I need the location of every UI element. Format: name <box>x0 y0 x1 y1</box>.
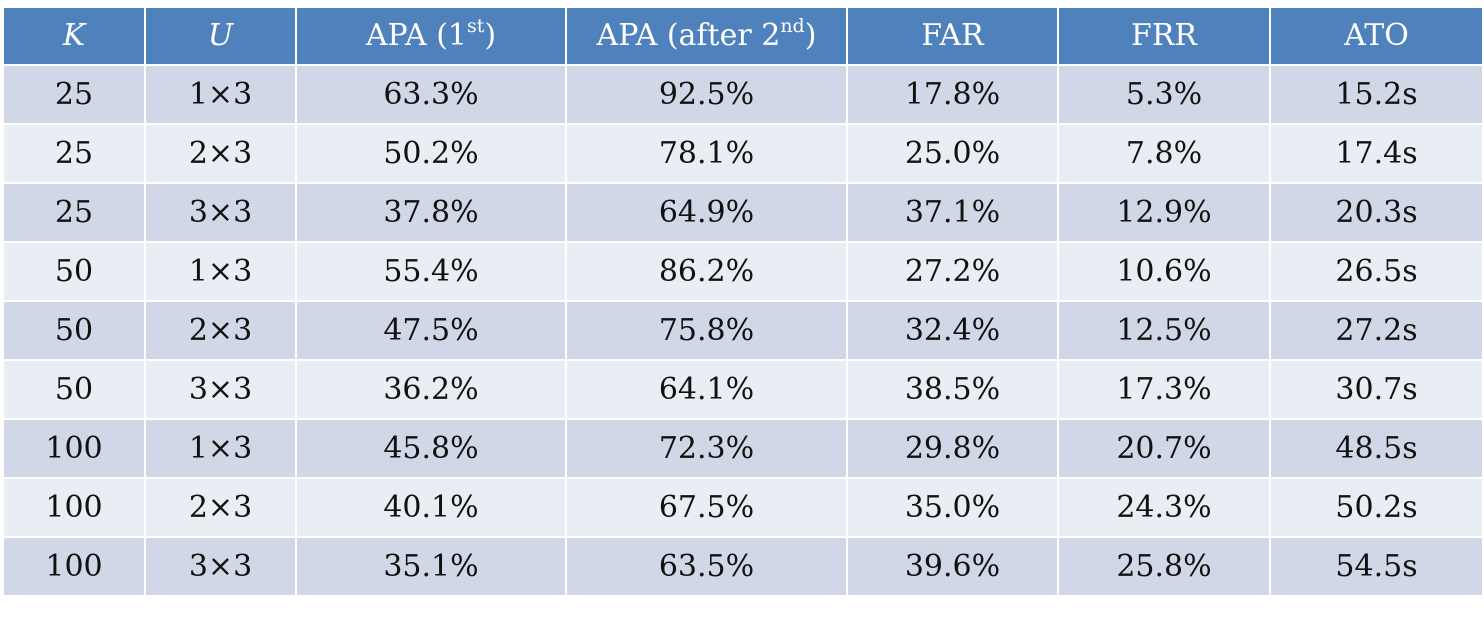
table-row: 50 2×3 47.5% 75.8% 32.4% 12.5% 27.2s <box>2 300 1484 361</box>
cell-u: 3×3 <box>144 536 297 597</box>
cell-k: 100 <box>2 536 146 597</box>
table-row: 100 2×3 40.1% 67.5% 35.0% 24.3% 50.2s <box>2 477 1484 538</box>
cell-u: 1×3 <box>144 418 297 479</box>
cell-k: 50 <box>2 241 146 302</box>
cell-frr: 10.6% <box>1057 241 1271 302</box>
cell-frr: 20.7% <box>1057 418 1271 479</box>
cell-u: 1×3 <box>144 241 297 302</box>
cell-k: 50 <box>2 300 146 361</box>
cell-far: 37.1% <box>846 182 1059 243</box>
cell-apa-after-second: 75.8% <box>565 300 848 361</box>
header-apa-second-close: ) <box>804 18 817 53</box>
cell-apa-first: 63.3% <box>295 64 567 125</box>
table-body: 25 1×3 63.3% 92.5% 17.8% 5.3% 15.2s 25 2… <box>2 64 1484 597</box>
cell-ato: 48.5s <box>1269 418 1484 479</box>
cell-ato: 15.2s <box>1269 64 1484 125</box>
table-header: K U APA (1st) APA (after 2nd) FAR FRR AT… <box>2 6 1484 66</box>
header-row: K U APA (1st) APA (after 2nd) FAR FRR AT… <box>2 6 1484 66</box>
cell-frr: 25.8% <box>1057 536 1271 597</box>
cell-apa-first: 47.5% <box>295 300 567 361</box>
cell-k: 25 <box>2 123 146 184</box>
cell-frr: 12.5% <box>1057 300 1271 361</box>
table-row: 25 1×3 63.3% 92.5% 17.8% 5.3% 15.2s <box>2 64 1484 125</box>
header-apa-after-second: APA (after 2nd) <box>565 6 848 66</box>
header-apa-first-sup: st <box>466 15 485 37</box>
cell-frr: 7.8% <box>1057 123 1271 184</box>
cell-apa-after-second: 78.1% <box>565 123 848 184</box>
cell-u: 2×3 <box>144 300 297 361</box>
cell-u: 3×3 <box>144 182 297 243</box>
cell-apa-after-second: 64.9% <box>565 182 848 243</box>
cell-apa-after-second: 67.5% <box>565 477 848 538</box>
header-apa-first: APA (1st) <box>295 6 567 66</box>
header-apa-first-text: APA (1 <box>365 18 467 53</box>
cell-ato: 17.4s <box>1269 123 1484 184</box>
cell-u: 2×3 <box>144 123 297 184</box>
cell-far: 38.5% <box>846 359 1059 420</box>
cell-far: 29.8% <box>846 418 1059 479</box>
cell-frr: 12.9% <box>1057 182 1271 243</box>
header-ato: ATO <box>1269 6 1484 66</box>
cell-apa-after-second: 72.3% <box>565 418 848 479</box>
cell-far: 39.6% <box>846 536 1059 597</box>
cell-apa-after-second: 86.2% <box>565 241 848 302</box>
cell-frr: 17.3% <box>1057 359 1271 420</box>
cell-k: 100 <box>2 418 146 479</box>
table-row: 50 1×3 55.4% 86.2% 27.2% 10.6% 26.5s <box>2 241 1484 302</box>
cell-u: 2×3 <box>144 477 297 538</box>
cell-u: 1×3 <box>144 64 297 125</box>
cell-k: 100 <box>2 477 146 538</box>
header-apa-second-text: APA (after 2 <box>596 18 781 53</box>
header-apa-second-sup: nd <box>780 15 805 37</box>
cell-apa-after-second: 63.5% <box>565 536 848 597</box>
cell-far: 25.0% <box>846 123 1059 184</box>
cell-apa-after-second: 92.5% <box>565 64 848 125</box>
cell-apa-after-second: 64.1% <box>565 359 848 420</box>
cell-far: 35.0% <box>846 477 1059 538</box>
results-table: K U APA (1st) APA (after 2nd) FAR FRR AT… <box>2 6 1484 597</box>
cell-ato: 50.2s <box>1269 477 1484 538</box>
cell-ato: 20.3s <box>1269 182 1484 243</box>
cell-frr: 24.3% <box>1057 477 1271 538</box>
table-row: 50 3×3 36.2% 64.1% 38.5% 17.3% 30.7s <box>2 359 1484 420</box>
cell-apa-first: 35.1% <box>295 536 567 597</box>
cell-ato: 54.5s <box>1269 536 1484 597</box>
cell-far: 32.4% <box>846 300 1059 361</box>
table-row: 100 1×3 45.8% 72.3% 29.8% 20.7% 48.5s <box>2 418 1484 479</box>
table-row: 100 3×3 35.1% 63.5% 39.6% 25.8% 54.5s <box>2 536 1484 597</box>
header-far: FAR <box>846 6 1059 66</box>
cell-apa-first: 36.2% <box>295 359 567 420</box>
header-apa-first-close: ) <box>484 18 497 53</box>
cell-far: 17.8% <box>846 64 1059 125</box>
cell-apa-first: 55.4% <box>295 241 567 302</box>
cell-ato: 27.2s <box>1269 300 1484 361</box>
table-row: 25 2×3 50.2% 78.1% 25.0% 7.8% 17.4s <box>2 123 1484 184</box>
cell-k: 25 <box>2 64 146 125</box>
table-row: 25 3×3 37.8% 64.9% 37.1% 12.9% 20.3s <box>2 182 1484 243</box>
cell-k: 25 <box>2 182 146 243</box>
cell-apa-first: 50.2% <box>295 123 567 184</box>
cell-ato: 26.5s <box>1269 241 1484 302</box>
cell-apa-first: 40.1% <box>295 477 567 538</box>
cell-far: 27.2% <box>846 241 1059 302</box>
cell-frr: 5.3% <box>1057 64 1271 125</box>
header-k: K <box>2 6 146 66</box>
cell-k: 50 <box>2 359 146 420</box>
cell-apa-first: 45.8% <box>295 418 567 479</box>
cell-ato: 30.7s <box>1269 359 1484 420</box>
header-frr: FRR <box>1057 6 1271 66</box>
cell-apa-first: 37.8% <box>295 182 567 243</box>
header-u: U <box>144 6 297 66</box>
cell-u: 3×3 <box>144 359 297 420</box>
